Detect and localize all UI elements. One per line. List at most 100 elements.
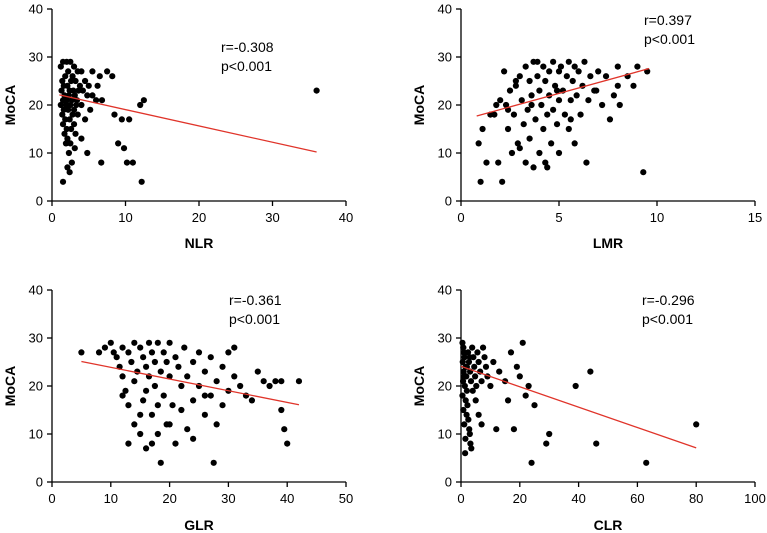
- data-point: [561, 111, 568, 118]
- data-point: [567, 116, 574, 123]
- data-point: [172, 440, 179, 447]
- data-point: [546, 68, 553, 75]
- data-point: [295, 378, 303, 385]
- data-point: [113, 354, 120, 361]
- data-point: [160, 392, 167, 399]
- data-point: [577, 111, 584, 118]
- data-point: [513, 363, 520, 370]
- data-point: [479, 125, 486, 133]
- data-point: [281, 426, 288, 433]
- data-point: [231, 344, 238, 351]
- data-point: [501, 68, 508, 75]
- data-point: [466, 354, 473, 361]
- data-point: [463, 387, 470, 394]
- data-point: [542, 77, 549, 85]
- regression-line: [476, 67, 650, 117]
- x-tick-label: 30: [265, 210, 279, 225]
- data-point: [542, 159, 549, 166]
- data-point: [59, 121, 67, 128]
- data-point: [528, 101, 535, 109]
- data-point: [89, 92, 96, 99]
- data-point: [555, 68, 563, 75]
- data-point: [546, 430, 553, 438]
- data-point: [190, 358, 197, 366]
- data-point: [583, 159, 590, 166]
- data-point: [78, 349, 85, 356]
- data-point: [190, 397, 197, 404]
- data-point: [84, 92, 91, 99]
- panel-lmr: 0 10 20 30 40 0 5 10 15 LMR MoCA r=0.397 p<0.001: [411, 2, 762, 252]
- data-point: [519, 339, 526, 346]
- data-point: [571, 140, 578, 147]
- data-point: [201, 392, 208, 399]
- data-point: [536, 149, 543, 157]
- data-point: [528, 459, 535, 466]
- data-point: [471, 363, 478, 370]
- x-tick-label: 10: [118, 210, 132, 225]
- data-point: [76, 82, 84, 89]
- data-point: [497, 97, 504, 104]
- x-tick-label: 0: [48, 491, 55, 506]
- data-point: [119, 392, 126, 399]
- data-point: [464, 349, 472, 356]
- data-point: [154, 430, 161, 438]
- data-point: [614, 82, 621, 89]
- data-point: [581, 58, 588, 65]
- data-point: [459, 358, 466, 366]
- data-point: [184, 426, 191, 433]
- x-tick-label: 20: [162, 491, 176, 506]
- data-point: [478, 378, 485, 385]
- data-point: [207, 354, 214, 361]
- data-point: [461, 421, 468, 428]
- data-point: [65, 149, 73, 157]
- data-point: [544, 111, 551, 118]
- data-point: [148, 349, 156, 356]
- data-point: [481, 354, 488, 361]
- panel-clr: 0 10 20 30 40 0 20 40 60 80 100 CLR MoCA r=-0.296 p<0.…: [411, 283, 766, 533]
- y-axis-title: MoCA: [411, 85, 427, 125]
- data-point: [62, 73, 69, 80]
- regression-line: [59, 94, 317, 153]
- data-point: [572, 382, 579, 390]
- x-tick-label: 50: [339, 491, 353, 506]
- y-tick-label: 0: [36, 194, 43, 209]
- data-point: [65, 106, 72, 113]
- data-point: [630, 82, 637, 89]
- data-point: [460, 373, 468, 380]
- data-point: [107, 339, 114, 346]
- x-tick-label: 0: [457, 491, 464, 506]
- y-tick-label: 30: [29, 50, 43, 65]
- data-point: [555, 149, 563, 157]
- data-point: [125, 349, 132, 356]
- data-point: [599, 101, 606, 109]
- data-point: [145, 339, 153, 346]
- data-point: [254, 368, 261, 375]
- data-point: [525, 382, 532, 390]
- data-point: [557, 63, 565, 70]
- x-axis-title: LMR: [593, 235, 623, 251]
- y-tick-label: 30: [438, 50, 452, 65]
- data-point: [84, 149, 91, 157]
- data-point: [166, 373, 173, 380]
- data-point: [551, 82, 559, 89]
- data-point: [109, 73, 116, 80]
- data-point: [62, 101, 70, 109]
- data-point: [540, 63, 547, 70]
- data-point: [462, 450, 469, 457]
- data-point: [510, 111, 518, 118]
- data-point: [125, 402, 132, 409]
- data-point: [207, 392, 214, 399]
- y-axis-title: MoCA: [411, 366, 427, 406]
- data-point: [72, 77, 79, 85]
- data-point: [463, 411, 470, 418]
- data-point: [593, 440, 600, 447]
- data-point: [72, 130, 79, 137]
- x-tick-label: 10: [650, 210, 664, 225]
- data-point: [104, 68, 111, 75]
- data-point: [461, 382, 468, 390]
- data-point: [284, 440, 291, 447]
- y-tick-label: 40: [29, 283, 43, 298]
- data-point: [493, 101, 500, 109]
- y-tick-label: 0: [36, 475, 43, 490]
